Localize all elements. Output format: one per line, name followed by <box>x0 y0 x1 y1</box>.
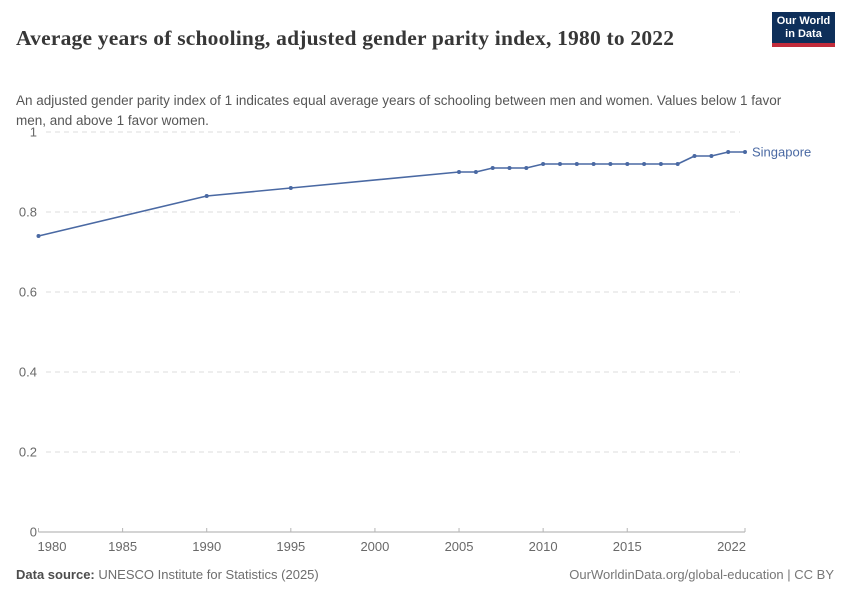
data-point-marker <box>490 166 495 170</box>
data-point-marker <box>709 154 714 158</box>
x-axis-tick-label: 1995 <box>276 539 305 554</box>
line-chart-plot-area: 0 0.2 0.4 0.6 0.8 1 1980 1985 1990 1995 2000 2005 20… <box>19 125 811 555</box>
data-point-marker <box>541 162 546 166</box>
y-axis-tick-label: 0.8 <box>19 205 37 220</box>
chart-footer: Data source: UNESCO Institute for Statis… <box>16 567 834 582</box>
data-point-marker <box>675 162 680 166</box>
owid-logo[interactable]: Our World in Data <box>772 12 835 47</box>
data-source-value: UNESCO Institute for Statistics (2025) <box>98 567 319 582</box>
data-point-marker <box>36 234 41 238</box>
y-axis-tick-label: 0.2 <box>19 445 37 460</box>
chart-title: Average years of schooling, adjusted gen… <box>16 26 675 51</box>
data-source-label: Data source: <box>16 567 95 582</box>
x-axis-tick-label: 2000 <box>360 539 389 554</box>
data-point-marker <box>642 162 647 166</box>
series-line-singapore <box>37 151 746 237</box>
x-axis-tick-label: 2015 <box>613 539 642 554</box>
data-point-marker <box>473 170 478 174</box>
data-point-marker <box>204 194 209 198</box>
owid-logo-line2: in Data <box>785 28 822 40</box>
owid-logo-line1: Our World <box>776 15 831 27</box>
x-axis-tick-label: 2005 <box>445 539 474 554</box>
data-point-marker <box>524 166 529 170</box>
data-source-note: Data source: UNESCO Institute for Statis… <box>16 567 319 582</box>
data-point-marker <box>558 162 562 166</box>
data-point-marker <box>692 154 697 158</box>
x-axis-tick-label: 1980 <box>38 539 67 554</box>
data-point-marker <box>591 162 596 166</box>
data-point-marker <box>457 170 461 174</box>
data-point-marker <box>288 186 293 190</box>
credit-link[interactable]: OurWorldinData.org/global-education | CC… <box>569 567 834 582</box>
x-axis-tick-label: 2022 <box>717 539 746 554</box>
x-axis-tick-label: 2010 <box>529 539 558 554</box>
data-point-marker <box>608 162 613 166</box>
data-point-marker <box>625 162 630 166</box>
data-point-marker <box>743 150 747 154</box>
x-axis-tick-label: 1985 <box>108 539 137 554</box>
series-label: Singapore <box>752 144 811 159</box>
data-point-marker <box>658 162 663 166</box>
chart-subtitle: An adjusted gender parity index of 1 ind… <box>16 92 782 128</box>
data-point-marker <box>574 162 579 166</box>
x-axis-tick-label: 1990 <box>192 539 221 554</box>
y-axis-tick-label: 1 <box>30 125 37 140</box>
y-axis-tick-label: 0.4 <box>19 365 37 380</box>
data-point-marker <box>507 166 512 170</box>
y-axis-tick-label: 0.6 <box>19 285 37 300</box>
data-point-marker <box>726 150 731 154</box>
y-axis-tick-label: 0 <box>30 525 37 540</box>
